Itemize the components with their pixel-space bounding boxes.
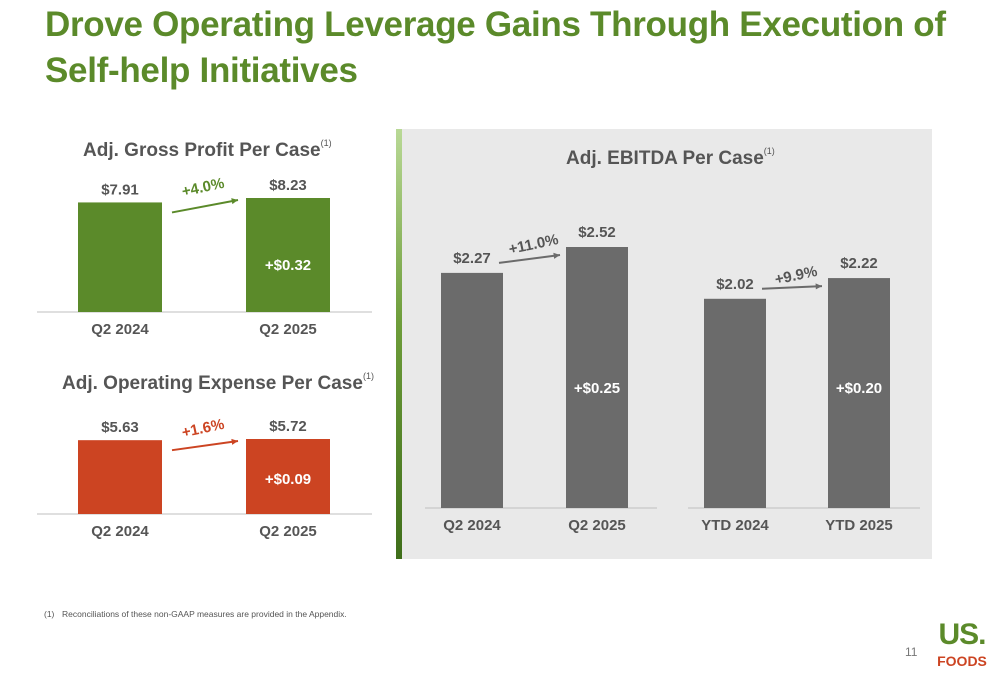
gross-profit-value-label: $7.91 [101, 181, 139, 198]
svg-text:FOODS: FOODS [937, 653, 987, 669]
ebitda-change-label: +9.9% [773, 263, 819, 289]
gross-profit-chart-title: Adj. Gross Profit Per Case(1) [83, 137, 332, 162]
ebitda-change-arrow-head [553, 252, 560, 259]
opex-value-label: $5.63 [101, 419, 139, 436]
opex-bar [246, 439, 330, 514]
gross-profit-bar [78, 202, 162, 312]
ebitda-change-label: +11.0% [507, 231, 560, 258]
svg-text:US.: US. [938, 618, 985, 651]
page-number: 11 [905, 645, 918, 659]
ebitda-change-arrow-line [498, 254, 561, 264]
gross-profit-value-label: $8.23 [269, 177, 307, 194]
gross-profit-title-footnote: (1) [320, 137, 332, 148]
ebitda-delta-label: +$0.25 [574, 380, 620, 397]
opex-title-footnote: (1) [362, 370, 374, 381]
ebitda-value-label: $2.52 [578, 224, 616, 241]
footnote-text: Reconciliations of these non-GAAP measur… [62, 609, 347, 619]
ebitda-title-footnote: (1) [763, 145, 775, 156]
panel-accent-bar [396, 129, 402, 559]
gross-profit-title-text: Adj. Gross Profit Per Case [83, 140, 321, 161]
ebitda-bar [828, 278, 890, 508]
opex-title-text: Adj. Operating Expense Per Case [62, 373, 363, 394]
ebitda-change-arrow-line [761, 285, 823, 290]
gross-profit-category-label: Q2 2024 [91, 321, 149, 338]
ebitda-delta-label: +$0.20 [836, 380, 882, 397]
slide-title: Drove Operating Leverage Gains Through E… [45, 5, 946, 90]
ebitda-category-label: Q2 2024 [443, 517, 501, 534]
ebitda-value-label: $2.22 [840, 255, 878, 272]
us-foods-logo: US. FOODS [937, 618, 987, 669]
opex-chart-title: Adj. Operating Expense Per Case(1) [62, 370, 374, 395]
gross-profit-category-label: Q2 2025 [259, 321, 317, 338]
opex-category-label: Q2 2025 [259, 523, 317, 540]
ebitda-category-label: YTD 2024 [701, 517, 769, 534]
opex-delta-label: +$0.09 [265, 471, 311, 488]
ebitda-title-text: Adj. EBITDA Per Case [566, 148, 764, 169]
opex-value-label: $5.72 [269, 418, 307, 435]
gross-profit-bar [246, 198, 330, 312]
ebitda-bar [704, 298, 766, 508]
ebitda-category-label: Q2 2025 [568, 517, 626, 534]
opex-category-label: Q2 2024 [91, 523, 149, 540]
gross-profit-change-label: +4.0% [180, 175, 226, 201]
opex-change-arrow-head [231, 438, 238, 445]
ebitda-change-arrow-head [815, 283, 822, 290]
opex-change-arrow-line [171, 440, 239, 452]
opex-bar [78, 440, 162, 514]
gross-profit-change-arrow-head [231, 198, 238, 205]
ebitda-chart-title: Adj. EBITDA Per Case(1) [566, 145, 775, 170]
gross-profit-change-arrow-line [171, 199, 239, 214]
ebitda-value-label: $2.27 [453, 250, 491, 267]
ebitda-bar [441, 272, 503, 508]
footnote-number: (1) [44, 609, 55, 619]
ebitda-value-label: $2.02 [716, 276, 754, 293]
ebitda-category-label: YTD 2025 [825, 517, 893, 534]
opex-change-label: +1.6% [180, 416, 226, 442]
gross-profit-delta-label: +$0.32 [265, 257, 311, 274]
ebitda-bar [566, 247, 628, 508]
footnote: (1) Reconciliations of these non-GAAP mea… [44, 609, 347, 619]
